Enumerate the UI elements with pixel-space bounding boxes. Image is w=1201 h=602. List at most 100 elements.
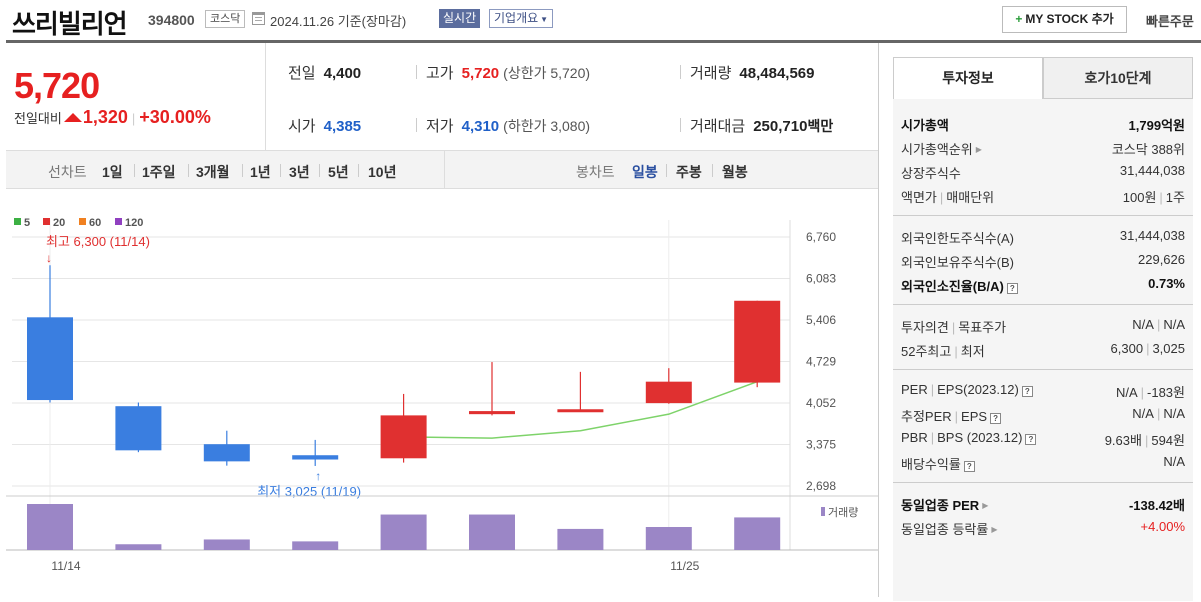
line-chart-label: 선차트 <box>48 164 87 180</box>
sector-per-value: -138.42배 <box>1128 498 1185 513</box>
cell-separator <box>680 65 681 79</box>
help-icon[interactable]: ? <box>963 461 975 472</box>
quick-order-link[interactable]: 빠른주문 <box>1146 14 1194 29</box>
market-cap-rank-row[interactable]: 시가총액순위 ▶ 코스닥 388위 <box>901 139 1185 157</box>
help-icon[interactable]: ? <box>1025 434 1037 445</box>
est-eps-value: N/A <box>1163 406 1185 421</box>
sector-per-row[interactable]: 동일업종 PER ▶ -138.42배 <box>901 495 1185 513</box>
low-label: 저가 <box>426 118 454 135</box>
trade-unit: 1주 <box>1165 190 1185 205</box>
change-percent: +30.00% <box>139 107 211 127</box>
period-10y[interactable]: 10년 <box>368 164 397 180</box>
pipe-separator: | <box>1144 433 1149 448</box>
help-icon[interactable]: ? <box>1006 283 1018 294</box>
low-price: 저가 4,310 (하한가 3,080) <box>426 115 590 136</box>
market-cap-rank-label: 시가총액순위 <box>901 142 973 157</box>
face-value-row: 액면가 | 매매단위 100원 | 1주 <box>901 187 1185 205</box>
foreign-holding-value: 229,626 <box>1138 252 1185 267</box>
prev-close-label: 전일 <box>288 65 316 82</box>
volume-label: 거래량 <box>690 65 732 82</box>
per-label: PER <box>901 382 928 397</box>
week52-high-label: 52주최고 <box>901 344 952 359</box>
help-icon[interactable]: ? <box>1021 386 1033 397</box>
volume-bar <box>203 539 250 550</box>
legend-swatch <box>14 218 21 225</box>
help-icon[interactable]: ? <box>990 413 1002 424</box>
volume-legend-label: 거래량 <box>828 506 858 519</box>
tab-separator <box>280 164 281 177</box>
candle-body <box>380 415 427 459</box>
company-overview-button[interactable]: 기업개요 ▼ <box>489 9 554 28</box>
dividend-label: 배당수익률 <box>901 457 961 472</box>
tab-group-divider <box>444 151 445 188</box>
week52-row: 52주최고 | 최저 6,300 | 3,025 <box>901 341 1185 359</box>
candle-chart[interactable]: 6,760 6,083 5,406 4,729 4,052 3,375 2,698 5 20 60… <box>6 190 878 597</box>
high-value: 5,720 <box>461 65 500 82</box>
opinion-value: N/A <box>1132 317 1154 332</box>
listed-shares-row: 상장주식수 31,444,038 <box>901 163 1185 181</box>
base-date: 2024.11.26 기준(장마감) <box>270 14 407 29</box>
trade-unit-label: 매매단위 <box>946 190 995 205</box>
period-1w[interactable]: 1주일 <box>142 164 176 180</box>
mystock-add-button[interactable]: + MY STOCK 추가 <box>1002 6 1127 33</box>
tab-investment-info[interactable]: 투자정보 <box>893 57 1043 99</box>
volume-bar <box>115 544 162 550</box>
chevron-down-icon: ▼ <box>540 15 549 24</box>
candle-body <box>292 455 339 460</box>
ma5-line <box>403 380 758 439</box>
pipe-separator: | <box>951 320 956 335</box>
chart-tab-bar: 선차트 1일 1주일 3개월 1년 3년 5년 10년 봉차트 일봉 주봉 월봉 <box>6 150 878 189</box>
header-divider <box>6 40 1201 43</box>
volume: 거래량 48,484,569 <box>690 62 814 83</box>
realtime-badge[interactable]: 실시간 <box>439 9 481 28</box>
open-value: 4,385 <box>323 118 362 135</box>
period-5y[interactable]: 5년 <box>328 164 349 180</box>
chevron-right-icon: ▶ <box>975 145 982 154</box>
sector-change-value: +4.00% <box>1140 519 1185 534</box>
volume-bar <box>292 541 339 550</box>
group-divider <box>893 215 1193 216</box>
tab-separator <box>319 164 320 177</box>
legend-label: 120 <box>125 217 143 229</box>
pipe-separator: | <box>930 430 935 445</box>
high-label: 고가 <box>426 65 454 82</box>
low-value: 4,310 <box>461 118 500 135</box>
tab-separator <box>712 164 713 177</box>
target-value: N/A <box>1163 317 1185 332</box>
tab-separator <box>242 164 243 177</box>
low-arrow-icon: ↑ <box>315 469 321 483</box>
market-cap-label: 시가총액 <box>901 118 949 133</box>
foreign-holding-row: 외국인보유주식수(B) 229,626 <box>901 252 1185 270</box>
period-3m[interactable]: 3개월 <box>196 164 230 180</box>
est-per-row: 추정PER | EPS? N/A | N/A <box>901 406 1185 424</box>
change-separator: | <box>131 111 136 126</box>
candle-body <box>115 406 162 451</box>
foreign-ratio-label: 외국인소진율(B/A) <box>901 279 1004 294</box>
pipe-separator: | <box>1140 385 1145 400</box>
period-1d[interactable]: 1일 <box>102 164 123 180</box>
sector-change-row[interactable]: 동일업종 등락률 ▶ +4.00% <box>901 519 1185 537</box>
candle-monthly[interactable]: 월봉 <box>722 164 748 180</box>
pipe-separator: | <box>954 344 958 359</box>
y-tick-label: 6,083 <box>806 272 836 286</box>
open-price: 시가 4,385 <box>288 115 361 136</box>
candle-daily[interactable]: 일봉 <box>632 164 658 180</box>
pipe-separator: | <box>939 190 944 205</box>
market-badge: 코스닥 <box>205 10 246 28</box>
stock-name: 쓰리빌리언 <box>12 10 128 40</box>
sector-change-label: 동일업종 등락률 <box>901 522 989 537</box>
target-label: 목표주가 <box>958 320 1007 335</box>
pipe-separator: | <box>1156 317 1161 332</box>
open-label: 시가 <box>288 118 316 135</box>
tab-orderbook[interactable]: 호가10단계 <box>1043 57 1193 99</box>
market-cap-value: 1,799억원 <box>1128 118 1185 133</box>
candle-weekly[interactable]: 주봉 <box>676 164 702 180</box>
period-1y[interactable]: 1년 <box>250 164 271 180</box>
sector-per-label: 동일업종 PER <box>901 498 980 513</box>
panel-tabs: 투자정보 호가10단계 <box>893 57 1193 99</box>
y-tick-label: 4,052 <box>806 396 836 410</box>
cell-separator <box>680 118 681 132</box>
market-cap-rank-value: 코스닥 388위 <box>1111 142 1185 157</box>
period-3y[interactable]: 3년 <box>289 164 310 180</box>
volume-bar <box>380 514 427 550</box>
